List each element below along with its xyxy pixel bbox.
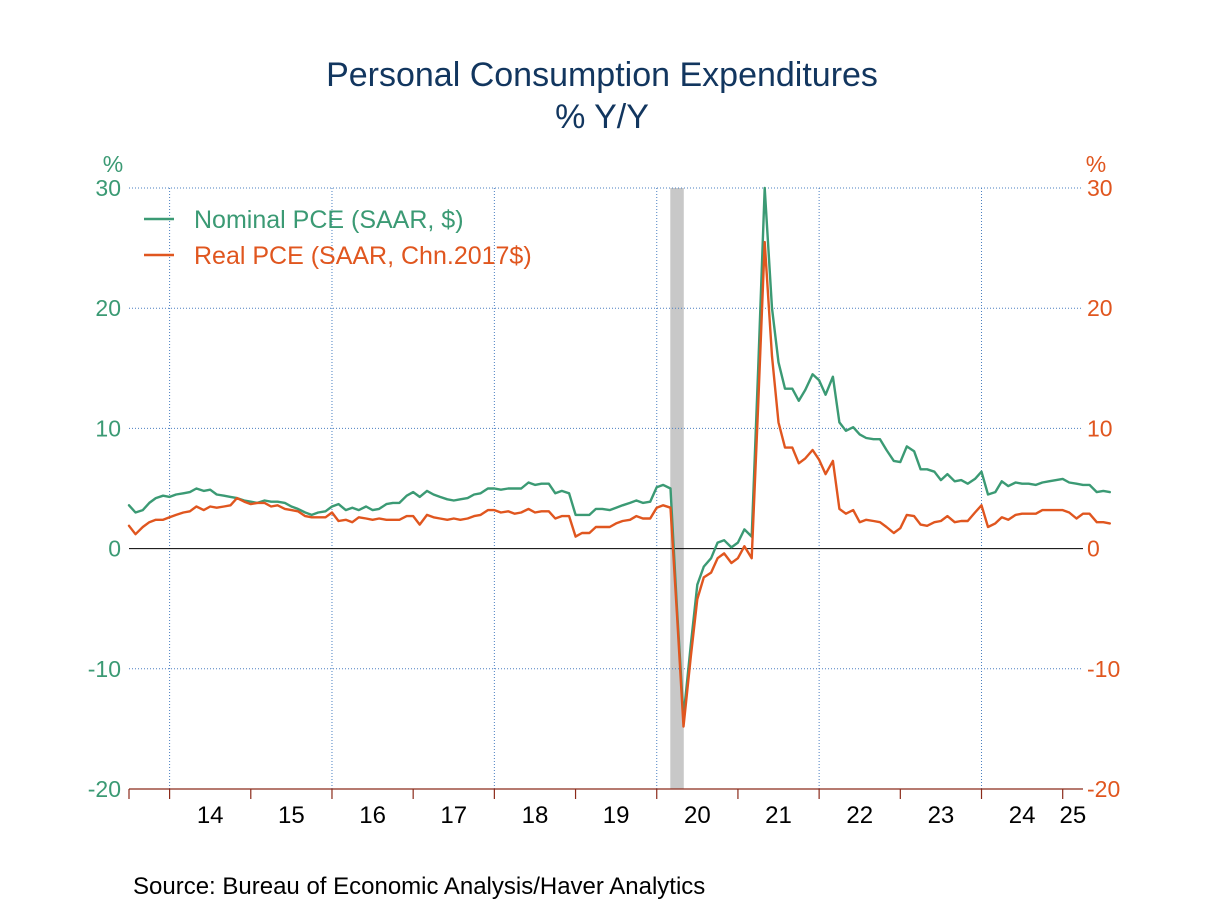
recession-shading [670, 188, 684, 789]
y-tick-label-left: -10 [88, 656, 121, 682]
legend-label: Nominal PCE (SAAR, $) [194, 206, 464, 234]
x-tick-label: 24 [1009, 802, 1036, 829]
x-tick-label: 17 [440, 802, 467, 829]
x-tick-label: 15 [278, 802, 305, 829]
y-tick-label-left: -20 [88, 776, 121, 802]
legend: Nominal PCE (SAAR, $) Real PCE (SAAR, Chn… [144, 206, 532, 270]
x-tick-label: 18 [522, 802, 549, 829]
y-tick-label-right: 0 [1087, 536, 1100, 562]
x-tick-labels: 14 15 16 17 18 19 20 21 22 23 24 25 [197, 802, 1086, 829]
legend-label: Real PCE (SAAR, Chn.2017$) [194, 242, 532, 270]
series-line-nominal-pce [127, 186, 1111, 719]
y-tick-label-left: 10 [95, 415, 121, 441]
source-note: Source: Bureau of Economic Analysis/Have… [133, 873, 705, 900]
right-axis-unit: % [1086, 151, 1106, 177]
x-tick-label: 14 [197, 802, 224, 829]
y-tick-label-left: 30 [95, 175, 121, 201]
y-tick-label-left: 0 [108, 536, 121, 562]
left-axis-unit: % [103, 151, 123, 177]
series-line-real-pce [127, 240, 1111, 728]
x-tick-label: 22 [846, 802, 873, 829]
y-tick-label-right: 10 [1087, 415, 1113, 441]
x-tick-label: 21 [765, 802, 792, 829]
axes [128, 548, 1083, 799]
y-tick-label-left: 20 [95, 295, 121, 321]
y-tick-label-right: 30 [1087, 175, 1113, 201]
y-tick-label-right: -10 [1087, 656, 1120, 682]
y-tick-label-right: 20 [1087, 295, 1113, 321]
x-tick-label: 16 [359, 802, 386, 829]
x-tick-label: 19 [603, 802, 630, 829]
chart-title: Personal Consumption Expenditures [326, 56, 878, 94]
right-y-tick-labels: 30 20 10 0 -10 -20 [1087, 175, 1120, 802]
gridlines [129, 187, 1083, 789]
chart-subtitle: % Y/Y [555, 98, 649, 136]
y-tick-label-right: -20 [1087, 776, 1120, 802]
x-tick-label: 20 [684, 802, 711, 829]
x-tick-label: 25 [1059, 802, 1086, 829]
left-y-tick-labels: 30 20 10 0 -10 -20 [88, 175, 121, 802]
x-tick-label: 23 [928, 802, 955, 829]
series-lines [127, 186, 1111, 728]
recession-band [670, 188, 684, 789]
